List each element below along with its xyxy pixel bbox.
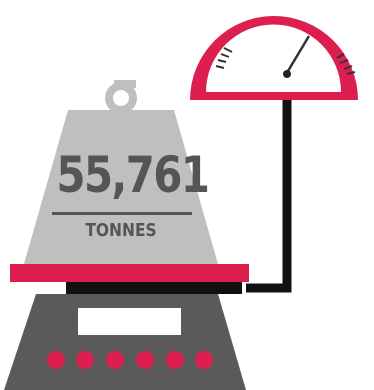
gauge-face [206, 24, 341, 92]
scale-platform [10, 264, 249, 282]
weight-unit: TONNES [85, 220, 157, 241]
scale-button [106, 351, 124, 369]
weight-value: 55,761 [56, 146, 210, 204]
gauge-ticks-left [215, 47, 233, 69]
weight-block-icon [24, 110, 218, 264]
scale-button [195, 351, 213, 369]
scale-button [166, 351, 184, 369]
gauge-ticks-right [336, 53, 356, 75]
weight-handle [105, 80, 137, 114]
scale-button [76, 351, 94, 369]
gauge-connector [246, 100, 292, 293]
scale-buttons [47, 351, 213, 369]
value-underline [52, 212, 192, 215]
scale-button [47, 351, 65, 369]
gauge-pivot [283, 70, 291, 78]
scale-button [136, 351, 154, 369]
scale-display [78, 308, 181, 335]
scale-base-icon [4, 294, 246, 390]
scale-stem [66, 282, 242, 294]
gauge-icon [190, 16, 358, 100]
gauge-needle [283, 35, 311, 77]
